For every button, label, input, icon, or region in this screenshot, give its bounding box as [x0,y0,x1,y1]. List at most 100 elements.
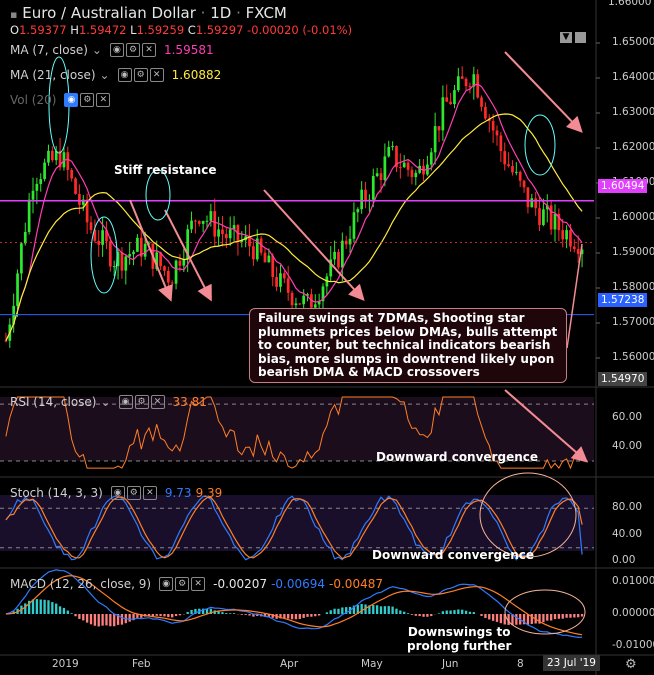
macd-tick-label: -0.01000 [612,638,654,651]
open-value: 1.59377 [19,23,67,37]
support-price-tag: 1.57238 [598,293,648,307]
gear-icon[interactable]: ⚙ [133,68,148,82]
candle-body [333,251,336,260]
interval-label[interactable]: 1D [210,4,232,22]
candle-body [81,199,85,205]
candle-body [518,171,522,181]
candle-body [47,150,50,163]
candle-body [580,249,584,254]
candle-body [105,230,108,242]
ma7-value: 1.59581 [163,43,214,57]
symbol-title[interactable]: Euro / Australian Dollar [22,4,196,22]
ma21-label: MA (21, close) [10,68,96,82]
candle-body [271,255,275,278]
candle-body [472,74,476,87]
candle-body [282,273,286,279]
ma21-legend[interactable]: MA (21, close) ⌄ ◉ ⚙ ✕ 1.60882 [10,68,222,82]
price-tick-label: 1.64000 [612,71,654,83]
candle-body [445,97,449,102]
stoch-legend[interactable]: Stoch (14, 3, 3) ◉ ⚙ ✕ 9.73 9.39 [10,486,222,500]
close-icon: ✕ [142,486,157,500]
candle-body [286,278,290,293]
candle-body [78,193,81,205]
close-icon[interactable]: ✕ [149,68,164,82]
stoch-k-value: 9.73 [164,486,192,500]
close-icon[interactable]: ✕ [141,43,156,57]
ma7-legend[interactable]: MA (7, close) ⌄ ◉ ⚙ ✕ 1.59581 [10,43,214,57]
price-tick-top: 1.66000 [608,0,652,8]
stoch-d-value: 9.39 [195,486,223,500]
candle-body [197,221,201,224]
gear-icon[interactable]: ⚙ [125,43,140,57]
candle-body [460,76,464,79]
candle-body [163,266,166,271]
candle-body [16,273,19,306]
macd-label: MACD (12, 26, close, 9) [10,577,152,591]
eye-icon[interactable]: ◉ [109,43,124,57]
price-tick-label: 1.63000 [612,106,654,118]
candle-body [569,230,572,247]
low-value: 1.59259 [136,23,185,37]
candle-body [74,178,77,194]
candle-body [224,234,228,239]
eye-icon[interactable]: ◉ [117,68,132,82]
callout-pointer [566,243,583,349]
candle-body [565,230,568,240]
ma7-line [5,83,583,342]
gear-icon: ⚙ [134,395,149,409]
macd-value: -0.00694 [271,577,326,591]
candle-body [205,220,209,222]
chevron-down-icon[interactable]: ▼ [560,32,572,43]
candle-body [437,126,441,131]
candle-body [155,252,159,269]
trend-arrow [504,389,589,463]
candle-body [507,164,510,167]
candle-body [54,150,58,161]
eye-icon[interactable]: ◉ [64,93,79,107]
highlight-ellipse [145,169,171,221]
candle-body [441,97,445,131]
candle-body [58,150,62,168]
candle-body [132,251,135,255]
candle-body [39,179,43,184]
macd-legend[interactable]: MACD (12, 26, close, 9) ◉ ⚙ ✕ -0.00207 -0.… [10,577,383,591]
candle-body [267,255,271,263]
lock-icon[interactable] [575,32,586,43]
stoch-label: Stoch (14, 3, 3) [10,486,103,500]
candle-body [290,292,294,306]
candle-body [313,304,317,308]
candle-body [402,162,406,168]
highlight-ellipse [504,589,586,635]
candle-body [12,305,16,325]
vol-legend[interactable]: Vol (20) ◉ ⚙ ✕ [10,93,114,107]
close-icon[interactable]: ✕ [96,93,111,107]
highlight-ellipse [524,114,556,176]
candle-body [526,187,530,208]
rsi-band [0,397,594,461]
time-tick-label: 2019 [52,658,79,670]
time-tick-label: 8 [517,658,524,670]
candle-body [194,220,197,222]
collapse-icon[interactable]: ▪ [10,8,18,21]
rsi-line [5,396,583,470]
rsi-legend[interactable]: RSI (14, close) ⌄ ◉ ⚙ ✕ 33.81 [10,395,207,409]
gear-icon[interactable]: ⚙ [80,93,95,107]
resistance-price-tag: 1.60494 [598,179,648,193]
candle-body [414,172,418,178]
macd-line [5,569,583,639]
candle-body [120,252,124,271]
current-date-badge: 23 Jul '19 [543,655,600,671]
high-value: 1.59472 [78,23,127,37]
candle-body [112,266,116,268]
candle-body [170,282,174,284]
symbol-title-row: ▪ Euro / Australian Dollar · 1D · FXCM [10,4,287,22]
rsi-note: Downward convergence [376,450,539,464]
candle-body [294,303,298,306]
candle-body [433,126,437,153]
candle-body [375,173,379,176]
candle-body [391,146,394,148]
settings-icon[interactable]: ⚙ [625,657,637,672]
pane-controls[interactable]: ▼ [560,32,586,43]
change-value: -0.00020 (-0.01%) [247,23,353,37]
